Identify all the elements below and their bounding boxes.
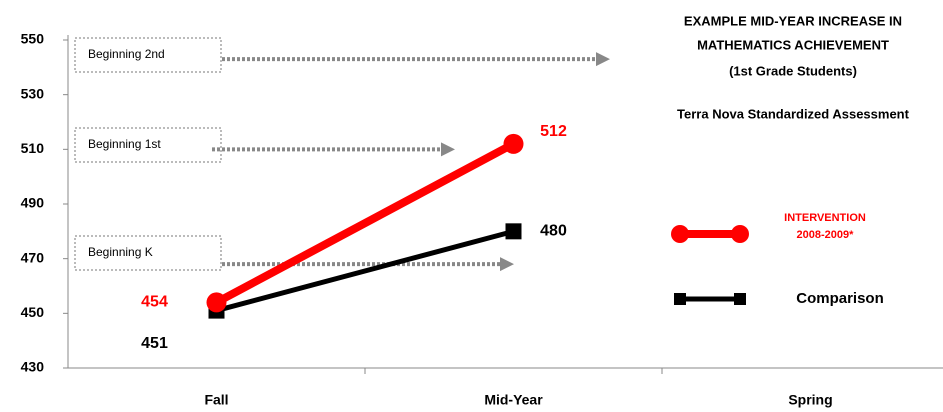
marker [206,292,227,313]
series-line [215,228,515,314]
marker [503,133,524,154]
y-tick-label: 510 [21,140,45,156]
annotation-label: Beginning K [88,245,153,259]
legend-marker [731,225,749,243]
annotation-box [74,127,222,163]
y-tick-label: 550 [21,31,45,47]
y-tick-label: 490 [21,195,45,211]
y-tick-label: 530 [21,85,45,101]
value-label: 454 [141,294,168,311]
x-tick-label: Fall [204,392,228,408]
y-tick-label: 470 [21,249,45,265]
series-line [214,140,516,306]
legend-label: Comparison [796,290,884,307]
legend-label: INTERVENTION 2008-2009* [784,212,866,241]
chart-title: EXAMPLE MID-YEAR INCREASE IN [684,13,902,28]
arrow-head [596,52,610,67]
marker [505,223,522,240]
arrow-head [500,257,514,272]
chart-subtitle: Terra Nova Standardized Assessment [677,106,910,121]
chart-title: MATHEMATICS ACHIEVEMENT [697,37,889,52]
value-label: 480 [540,223,567,240]
annotation-box [74,37,222,73]
y-tick-label: 430 [21,359,45,375]
legend-marker [734,293,746,305]
annotation-label: Beginning 2nd [88,47,165,61]
annotation-label: Beginning 1st [88,137,161,151]
chart-title: (1st Grade Students) [729,63,857,78]
y-tick-label: 450 [21,304,45,320]
value-label: 512 [540,123,567,140]
legend-marker [671,225,689,243]
arrow-head [441,142,455,157]
annotation-box [74,235,222,271]
value-label: 451 [141,335,168,352]
legend-marker [674,293,686,305]
x-tick-label: Mid-Year [484,392,543,408]
x-tick-label: Spring [788,392,832,408]
